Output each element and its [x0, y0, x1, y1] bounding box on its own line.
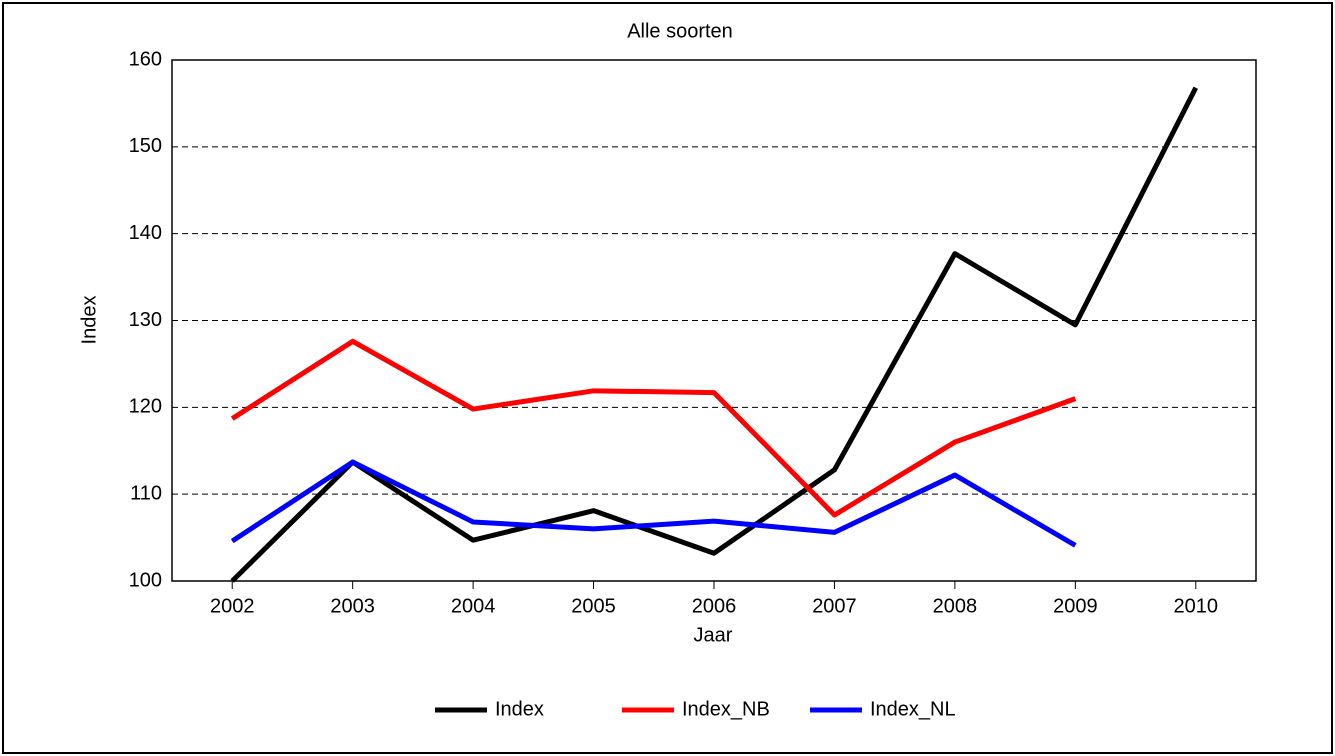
series-line	[230, 86, 1199, 583]
x-tick-label: 2007	[812, 595, 857, 617]
series-line	[230, 459, 1077, 548]
x-tick-label: 2002	[210, 595, 255, 617]
x-tick-label: 2005	[571, 595, 616, 617]
x-tick-label: 2010	[1174, 595, 1219, 617]
x-axis-label: Jaar	[694, 624, 733, 646]
y-tick-label: 110	[130, 482, 162, 504]
y-tick-label: 100	[129, 569, 162, 591]
y-axis-label: Index	[78, 296, 100, 345]
legend-label: Index_NL	[870, 698, 956, 720]
x-tick-label: 2009	[1053, 595, 1098, 617]
x-tick-label: 2004	[451, 595, 496, 617]
y-tick-label: 120	[129, 396, 162, 418]
y-tick-label: 160	[129, 48, 162, 70]
chart-title: Alle soorten	[627, 20, 733, 42]
series-line	[230, 338, 1077, 518]
x-tick-label: 2008	[933, 595, 978, 617]
y-tick-label: 140	[129, 222, 162, 244]
y-tick-label: 130	[129, 309, 162, 331]
x-tick-label: 2006	[692, 595, 737, 617]
legend-label: Index_NB	[682, 698, 770, 720]
x-tick-label: 2003	[330, 595, 375, 617]
y-tick-label: 150	[129, 135, 162, 157]
legend-label: Index	[495, 698, 544, 720]
